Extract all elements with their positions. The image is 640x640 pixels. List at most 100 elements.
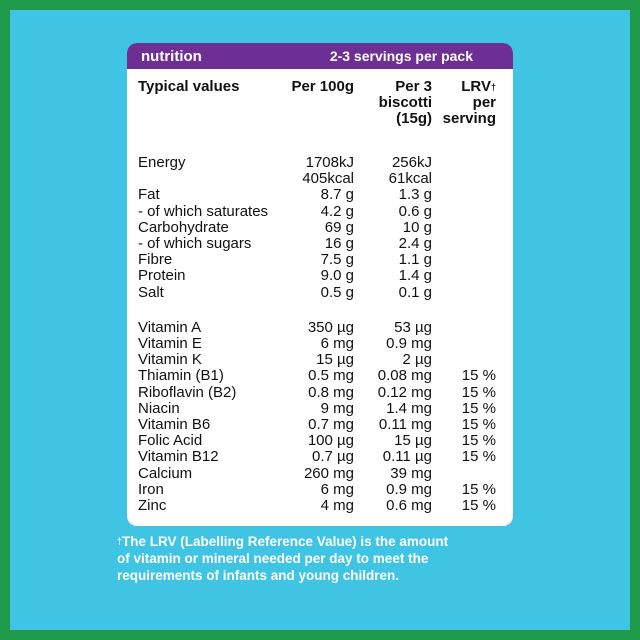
value-per-serving: 0.1 g bbox=[398, 283, 432, 301]
nutrition-panel: nutrition 2-3 servings per pack Typical … bbox=[127, 43, 513, 526]
table-row: Fibre 7.5 g 1.1 g bbox=[127, 252, 513, 268]
value-per-100g: 6 mg bbox=[320, 335, 354, 352]
table-row: Vitamin A 350 µg 53 µg bbox=[127, 318, 513, 336]
value-per-100g: 260 mg bbox=[303, 464, 354, 482]
value-per-100g: 7.5 g bbox=[320, 251, 354, 269]
table-row: 405kcal 61kcal bbox=[127, 171, 513, 187]
nutrient-name: Vitamin E bbox=[138, 335, 202, 352]
header-lrv-line2: per bbox=[472, 94, 496, 111]
value-lrv: 15 % bbox=[461, 416, 496, 433]
value-per-serving: 0.08 mg bbox=[377, 367, 432, 385]
table-row: Folic Acid 100 µg 15 µg 15 % bbox=[127, 433, 513, 449]
table-row: Fat 8.7 g 1.3 g bbox=[127, 187, 513, 203]
table-row: Vitamin K 15 µg 2 µg bbox=[127, 352, 513, 368]
table-row: Thiamin (B1) 0.5 mg 0.08 mg 15 % bbox=[127, 368, 513, 384]
value-per-100g: 0.5 g bbox=[320, 283, 354, 301]
header-per-serving-line3: (15g) bbox=[396, 110, 432, 127]
lrv-footnote: †The LRV (Labelling Reference Value) is … bbox=[117, 533, 517, 584]
table-row: Niacin 9 mg 1.4 mg 15 % bbox=[127, 399, 513, 417]
banner-title: nutrition bbox=[141, 47, 202, 65]
value-per-serving: 2.4 g bbox=[398, 235, 432, 252]
value-per-100g: 69 g bbox=[324, 218, 354, 236]
value-lrv: 15 % bbox=[461, 399, 496, 417]
nutrient-name: Salt bbox=[138, 283, 164, 301]
table-row: Riboflavin (B2) 0.8 mg 0.12 mg 15 % bbox=[127, 383, 513, 401]
table-row: Energy 1708kJ 256kJ bbox=[127, 155, 513, 171]
value-per-100g: 0.8 mg bbox=[308, 383, 354, 401]
value-lrv: 15 % bbox=[461, 432, 496, 450]
header-typical-values: Typical values bbox=[138, 78, 240, 95]
value-per-100g: 6 mg bbox=[320, 480, 354, 498]
value-per-serving: 1.4 mg bbox=[386, 399, 432, 417]
footnote-line2: of vitamin or mineral needed per day to … bbox=[117, 551, 429, 566]
value-per-serving: 15 µg bbox=[394, 432, 432, 450]
value-per-100g: 0.7 mg bbox=[308, 416, 354, 433]
value-per-100g: 9 mg bbox=[320, 399, 354, 417]
value-per-serving: 0.12 mg bbox=[377, 383, 432, 401]
nutrient-name: Thiamin (B1) bbox=[138, 367, 224, 385]
value-lrv: 15 % bbox=[461, 383, 496, 401]
value-per-serving: 2 µg bbox=[402, 351, 433, 369]
value-per-100g: 350 µg bbox=[307, 318, 354, 336]
value-per-100g: 15 µg bbox=[316, 351, 354, 369]
value-per-serving: 10 g bbox=[402, 218, 432, 236]
pack-background: nutrition 2-3 servings per pack Typical … bbox=[10, 10, 630, 630]
nutrient-name: Energy bbox=[138, 154, 186, 171]
value-per-serving: 61kcal bbox=[388, 170, 432, 188]
value-per-serving: 1.3 g bbox=[398, 186, 432, 204]
header-lrv-line1: LRV bbox=[461, 78, 491, 95]
value-lrv: 15 % bbox=[461, 448, 496, 466]
table-row: Vitamin B6 0.7 mg 0.11 mg 15 % bbox=[127, 417, 513, 433]
table-row: Salt 0.5 g 0.1 g bbox=[127, 283, 513, 301]
table-row: Zinc 4 mg 0.6 mg 15 % bbox=[127, 498, 513, 514]
value-per-100g: 16 g bbox=[324, 235, 354, 252]
table-row: Carbohydrate 69 g 10 g bbox=[127, 218, 513, 236]
value-lrv: 15 % bbox=[461, 480, 496, 498]
header-per-serving-line2: biscotti bbox=[378, 94, 432, 111]
nutrient-name: Calcium bbox=[138, 464, 193, 482]
table-row: Calcium 260 mg 39 mg bbox=[127, 464, 513, 482]
value-per-100g: 405kcal bbox=[302, 170, 354, 188]
value-per-100g: 100 µg bbox=[307, 432, 354, 450]
nutrient-name: Fat bbox=[138, 186, 160, 204]
nutrient-name: Vitamin B6 bbox=[138, 416, 211, 433]
header-lrv-line3: serving bbox=[442, 110, 496, 127]
table-row: Iron 6 mg 0.9 mg 15 % bbox=[127, 480, 513, 498]
servings-per-pack: 2-3 servings per pack bbox=[329, 48, 473, 64]
value-per-serving: 53 µg bbox=[394, 318, 432, 336]
table-header: Typical values Per 100g Per 3 biscotti (… bbox=[127, 79, 513, 139]
nutrition-banner: nutrition 2-3 servings per pack bbox=[127, 43, 513, 69]
nutrient-name: Niacin bbox=[138, 399, 180, 417]
value-per-100g: 4.2 g bbox=[320, 202, 354, 220]
nutrient-name: Folic Acid bbox=[138, 432, 203, 450]
nutrient-name: Carbohydrate bbox=[138, 218, 229, 236]
header-per-serving-line1: Per 3 bbox=[395, 78, 432, 95]
nutrient-name: Vitamin B12 bbox=[138, 448, 219, 466]
nutrient-name: Fibre bbox=[138, 251, 173, 269]
value-per-serving: 0.9 mg bbox=[386, 480, 432, 498]
value-per-serving: 0.6 g bbox=[398, 202, 432, 220]
value-per-100g: 0.5 mg bbox=[308, 367, 354, 385]
value-per-serving: 39 mg bbox=[390, 464, 432, 482]
value-per-100g: 0.7 µg bbox=[311, 448, 354, 466]
header-per-serving: Per 3 biscotti (15g) bbox=[362, 79, 432, 127]
value-per-serving: 0.11 µg bbox=[382, 448, 432, 466]
value-per-100g: 4 mg bbox=[320, 497, 354, 514]
nutrient-name: Iron bbox=[138, 480, 164, 498]
footnote-line3: requirements of infants and young childr… bbox=[117, 568, 400, 583]
value-per-100g: 9.0 g bbox=[320, 267, 354, 285]
nutrient-name: Zinc bbox=[138, 497, 167, 514]
value-per-serving: 1.1 g bbox=[398, 251, 432, 269]
value-per-serving: 256kJ bbox=[391, 154, 432, 171]
nutrient-name: Riboflavin (B2) bbox=[138, 383, 237, 401]
nutrient-name: - of which sugars bbox=[138, 235, 252, 252]
footnote-line1: The LRV (Labelling Reference Value) is t… bbox=[122, 534, 449, 549]
value-per-serving: 0.11 mg bbox=[378, 416, 432, 433]
nutrient-name: Vitamin K bbox=[138, 351, 202, 369]
value-per-serving: 1.4 g bbox=[398, 267, 432, 285]
value-per-serving: 0.9 mg bbox=[386, 335, 432, 352]
table-row: - of which sugars 16 g 2.4 g bbox=[127, 236, 513, 252]
table-row: Vitamin E 6 mg 0.9 mg bbox=[127, 336, 513, 352]
table-row: - of which saturates 4.2 g 0.6 g bbox=[127, 202, 513, 220]
value-per-100g: 1708kJ bbox=[305, 154, 354, 171]
